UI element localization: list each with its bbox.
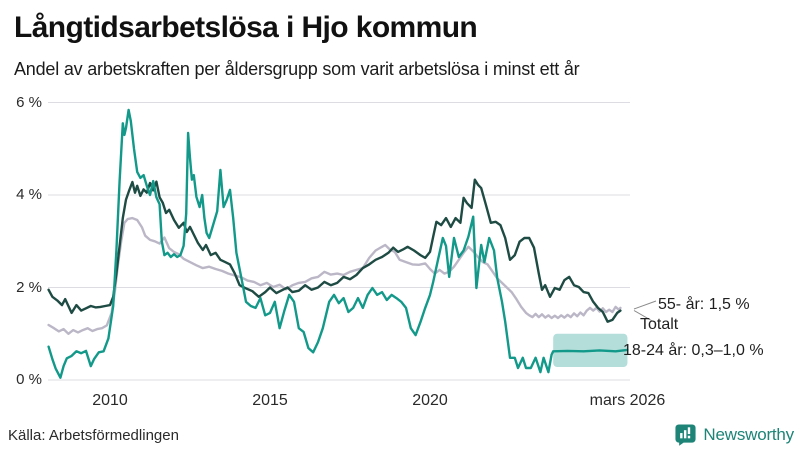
series-line-55-r: [47, 178, 622, 323]
series-label-55-ar: 55- år: 1,5 %: [658, 296, 750, 313]
newsworthy-icon: [675, 424, 696, 446]
series-line-18-24-r: [47, 108, 629, 379]
series-line-totalt: [47, 216, 622, 335]
x-axis-label: 2015: [252, 392, 288, 409]
y-axis-label: 0 %: [16, 371, 42, 388]
chart-subtitle: Andel av arbetskraften per åldersgrupp s…: [14, 59, 580, 79]
series-label-18-24-ar: 18-24 år: 0,3–1,0 %: [623, 342, 764, 359]
x-axis-label: 2020: [412, 392, 448, 409]
y-axis-label: 2 %: [16, 278, 42, 296]
y-axis-label: 6 %: [16, 93, 42, 111]
x-axis-label: mars 2026: [589, 392, 666, 409]
label-connector: [633, 310, 655, 323]
label-connector: [633, 300, 657, 310]
y-axis-label: 4 %: [16, 186, 42, 203]
newsworthy-wordmark: Newsworthy: [703, 424, 794, 444]
series-label-totalt: Totalt: [640, 316, 679, 333]
x-axis-label: 2010: [92, 392, 128, 409]
source-credit: Källa: Arbetsförmedlingen: [8, 427, 179, 444]
page-title: Långtidsarbetslösa i Hjo kommun: [14, 11, 478, 44]
newsworthy-logo-link[interactable]: Newsworthy: [674, 423, 794, 446]
